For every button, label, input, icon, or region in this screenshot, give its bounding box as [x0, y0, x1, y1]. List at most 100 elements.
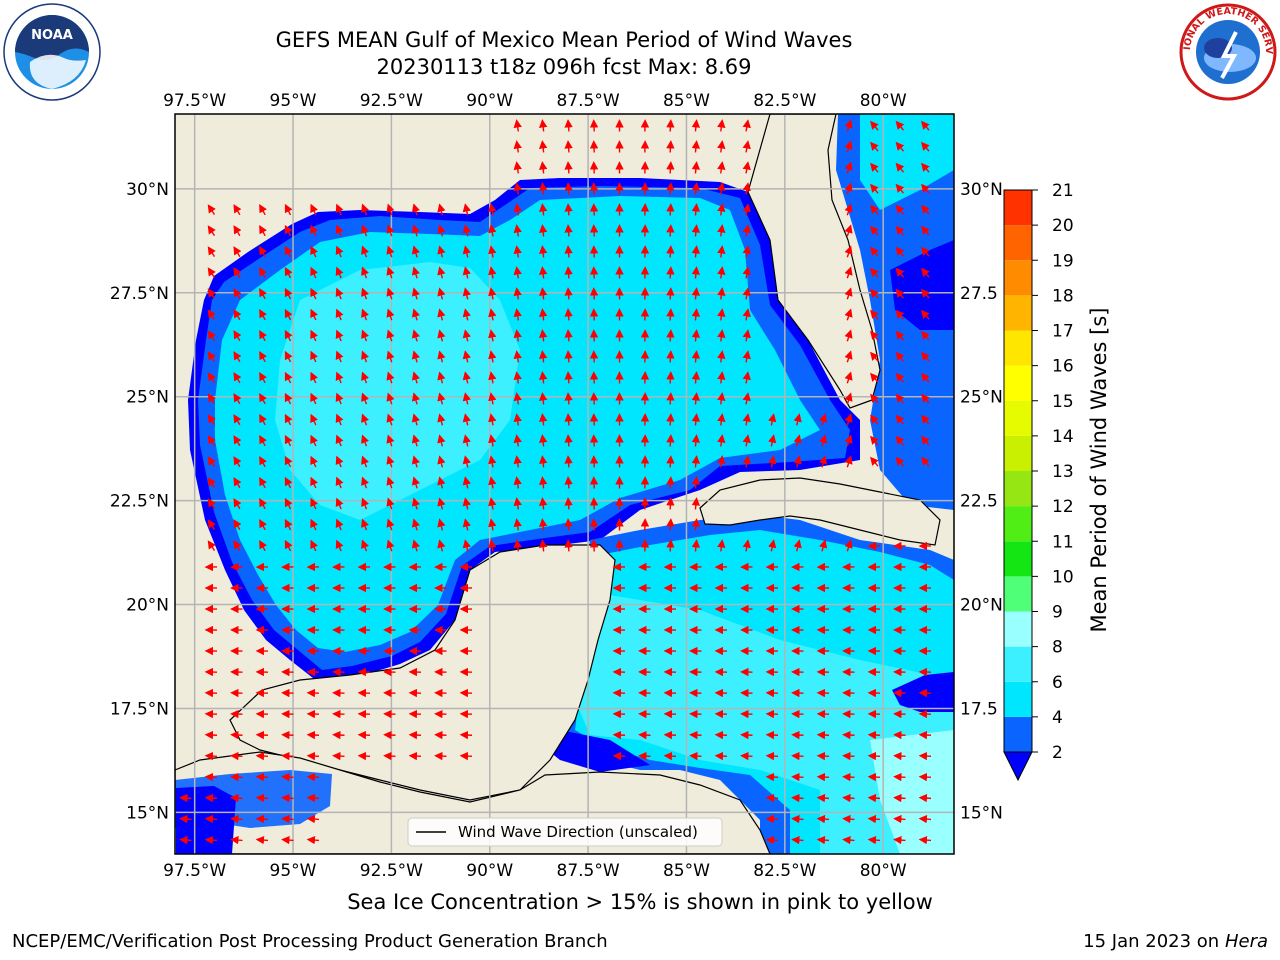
wind-arrow [386, 350, 395, 363]
wind-arrow [870, 288, 879, 299]
wind-arrow [513, 308, 522, 321]
y-tick-right-label: 17.5 [960, 699, 998, 719]
wind-arrow [816, 814, 830, 824]
wind-arrow [742, 182, 751, 195]
wind-arrow [867, 814, 881, 824]
wind-arrow [179, 793, 192, 803]
y-ticks-left: 30°N 27.5°N 25°N 22.5°N 20°N 17.5°N 15°N [110, 180, 169, 824]
wind-arrow [513, 455, 522, 468]
wind-arrow [411, 224, 420, 237]
wind-arrow [742, 371, 751, 384]
wind-arrow [564, 287, 573, 300]
wind-arrow [538, 119, 548, 132]
wind-arrow [437, 308, 446, 321]
wind-arrow [666, 161, 675, 174]
wind-arrow [411, 350, 420, 363]
wind-arrow [361, 350, 369, 363]
wind-arrow [895, 225, 905, 236]
wind-arrow [386, 518, 395, 531]
wind-arrow [207, 351, 216, 362]
wind-arrow [207, 372, 216, 383]
wind-arrow [717, 161, 726, 174]
wind-arrow [666, 497, 675, 510]
wind-arrow [386, 203, 395, 216]
wind-arrow [233, 330, 242, 342]
wind-arrow [408, 751, 422, 761]
wind-arrow [488, 518, 497, 531]
wind-arrow [488, 266, 497, 279]
wind-arrow [867, 772, 881, 782]
wind-arrow [666, 476, 675, 489]
wind-arrow [284, 434, 293, 447]
wind-arrow [717, 224, 726, 237]
x-tick-bottom-label: 80°W [860, 861, 907, 881]
wind-arrow [335, 245, 344, 258]
caribbean-longest-period [870, 730, 954, 854]
wind-arrow [921, 162, 930, 173]
wind-arrow [411, 287, 420, 300]
wind-arrow [691, 371, 701, 384]
wind-arrow [612, 751, 626, 761]
wind-arrow [233, 372, 242, 384]
wind-arrow [411, 329, 420, 342]
gulf-interior-long-period [275, 262, 520, 520]
wind-arrow [437, 350, 446, 363]
wind-arrow [437, 329, 446, 342]
wind-arrow [564, 308, 573, 321]
wind-arrow [488, 539, 497, 552]
legend-label: Wind Wave Direction (unscaled) [458, 823, 698, 841]
wind-arrow [259, 371, 267, 384]
wind-arrow [386, 539, 395, 552]
wind-arrow [310, 434, 318, 447]
wind-arrow [259, 434, 267, 447]
colorbar-tick-label: 16 [1052, 357, 1074, 377]
wind-arrow [411, 539, 420, 552]
wind-arrow [691, 476, 701, 489]
wind-arrow [233, 435, 242, 447]
x-ticks-top: 97.5°W 95°W 92.5°W 90°W 87.5°W 85°W 82.5°W 80°W [163, 91, 907, 111]
wind-arrow [564, 434, 573, 447]
wind-arrow [742, 224, 751, 237]
wind-arrow [921, 414, 930, 425]
wind-arrow [768, 413, 777, 426]
wind-arrow [259, 224, 267, 237]
wind-arrow [513, 497, 522, 510]
wind-arrow [204, 814, 218, 824]
wind-arrow [513, 140, 522, 153]
wind-arrow [742, 434, 751, 447]
wind-arrow [386, 287, 395, 300]
wind-arrow [306, 730, 320, 740]
wind-arrow [689, 730, 702, 740]
wind-arrow [233, 414, 242, 426]
footer-credit: NCEP/EMC/Verification Post Processing Pr… [12, 931, 608, 952]
wind-arrow [921, 267, 930, 278]
wind-arrow [361, 392, 369, 405]
wind-arrow [284, 329, 293, 342]
wind-arrow [666, 455, 675, 468]
colorbar-tick-label: 19 [1052, 251, 1074, 271]
pacific-near-coast-overlay [176, 786, 236, 854]
wind-arrow [666, 266, 675, 279]
wind-arrows [179, 119, 932, 845]
y-tick-right-label: 15°N [960, 803, 1003, 823]
wind-arrow [691, 392, 701, 405]
wind-arrow [488, 476, 497, 489]
wind-arrow [284, 371, 293, 384]
wind-arrow [204, 751, 218, 761]
wind-arrow [207, 519, 216, 530]
wind-arrow [895, 288, 905, 299]
wind-arrow [230, 751, 243, 761]
wind-arrow [691, 329, 701, 342]
wind-arrow [437, 224, 446, 237]
wind-arrow [207, 309, 216, 320]
wind-arrow [717, 119, 726, 132]
x-tick-top-label: 95°W [270, 91, 317, 111]
wind-arrow [284, 392, 293, 405]
wind-arrow [335, 476, 344, 489]
wind-arrow [895, 393, 905, 404]
wind-arrow [564, 539, 573, 552]
wind-arrow [459, 751, 473, 761]
wind-arrow [259, 539, 267, 552]
wind-arrow [437, 287, 446, 300]
wind-arrow [462, 329, 471, 342]
